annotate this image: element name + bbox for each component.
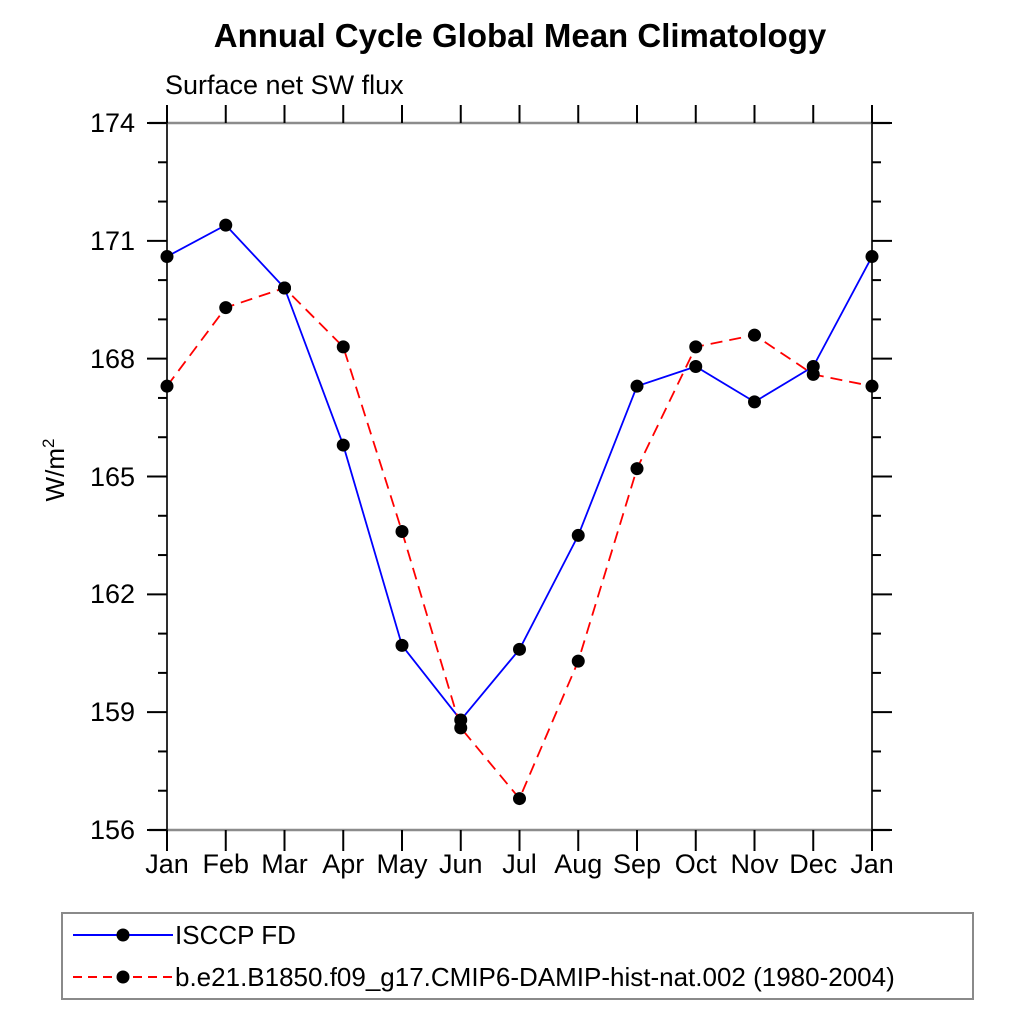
data-point-marker-s1 [160,379,174,393]
data-point-marker-s1 [336,340,350,354]
x-tick-label: Jun [438,849,483,879]
data-point-marker-s1 [219,301,233,315]
data-point-marker-s0 [513,642,526,656]
y-tick-label: 171 [89,225,135,256]
data-point-marker-s0 [748,395,761,409]
x-tick-label: Oct [674,849,717,879]
data-point-marker-s0 [219,218,233,232]
data-point-marker-s1 [278,281,291,295]
data-point-marker-s0 [160,250,174,264]
y-tick-label: 156 [89,815,135,845]
data-point-marker-s1 [806,367,820,381]
chart-title: Annual Cycle Global Mean Climatology [213,17,827,54]
legend-label-model: b.e21.B1850.f09_g17.CMIP6-DAMIP-hist-nat… [175,961,895,992]
y-tick-label: 168 [89,343,135,374]
data-point-marker-s1 [513,792,526,806]
data-point-marker-s0 [571,528,585,542]
y-tick-label: 162 [89,579,135,610]
data-point-marker-s1 [865,379,879,393]
data-point-marker-s1 [571,654,585,668]
x-tick-label: Jan [145,849,189,879]
x-tick-label: Nov [730,849,779,879]
x-tick-label: Sep [612,849,662,879]
legend-sample-solid-line-icon [73,928,173,942]
data-point-marker-s0 [336,438,350,452]
series-line-1 [166,286,873,801]
data-point-marker-s0 [865,250,879,264]
data-point-marker-s0 [689,360,703,374]
x-tick-label: Apr [322,849,365,879]
data-point-marker-s1 [689,340,703,354]
data-point-marker-s1 [454,721,468,735]
data-point-marker-s0 [395,638,409,652]
data-point-marker-s1 [748,328,761,342]
legend-row-model: b.e21.B1850.f09_g17.CMIP6-DAMIP-hist-nat… [67,957,972,997]
x-tick-label: Aug [554,849,603,879]
legend-label-isccp: ISCCP FD [175,920,296,951]
x-tick-label: Jan [850,849,894,879]
x-tick-label: Jul [502,849,537,879]
data-point-marker-s1 [395,524,409,538]
y-tick-label: 165 [89,461,135,492]
y-tick-label: 174 [89,108,135,138]
x-tick-label: Mar [261,849,308,879]
x-tick-label: May [376,849,428,879]
data-point-marker-s1 [630,462,644,476]
data-point-marker-s0 [630,379,644,393]
legend-sample-dashed-line-icon [73,970,173,984]
x-tick-label: Feb [202,849,250,879]
y-tick-label: 159 [89,697,135,728]
x-tick-label: Dec [789,849,838,879]
legend-row-isccp: ISCCP FD [67,915,972,955]
legend: ISCCP FD b.e21.B1850.f09_g17.CMIP6-DAMIP… [61,912,974,1000]
chart-subtitle: Surface net SW flux [165,70,404,100]
